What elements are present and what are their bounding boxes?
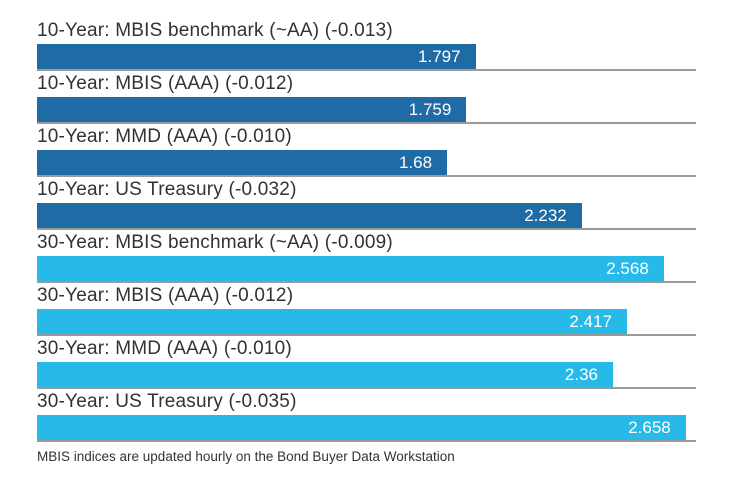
bar-track: 1.797 — [37, 44, 696, 69]
bar-track: 2.568 — [37, 256, 696, 281]
bar-value-label: 2.36 — [564, 365, 598, 384]
bar-track: 2.232 — [37, 203, 696, 228]
bar-value-label: 1.759 — [408, 100, 452, 119]
chart-row: 30-Year: MMD (AAA) (-0.010) 2.36 — [37, 336, 696, 389]
bar-value-label: 1.797 — [418, 47, 461, 66]
chart-row: 10-Year: MMD (AAA) (-0.010) 1.68 — [37, 124, 696, 177]
bar: 1.68 — [37, 150, 448, 175]
bar-chart: 10-Year: MBIS benchmark (~AA) (-0.013) 1… — [37, 18, 696, 442]
chart-row: 30-Year: MBIS (AAA) (-0.012) 2.417 — [37, 283, 696, 336]
bar-value-label: 2.568 — [606, 259, 649, 278]
bar-label: 10-Year: MBIS benchmark (~AA) (-0.013) — [37, 20, 393, 41]
bar-label: 30-Year: MMD (AAA) (-0.010) — [37, 338, 292, 359]
chart-row: 30-Year: US Treasury (-0.035) 2.658 — [37, 389, 696, 442]
bar: 2.232 — [37, 203, 582, 228]
bar-track: 2.658 — [37, 415, 696, 440]
bar: 2.36 — [37, 362, 613, 387]
bar-value-label: 2.417 — [569, 312, 612, 331]
chart-row: 10-Year: MBIS benchmark (~AA) (-0.013) 1… — [37, 18, 696, 71]
bar-label: 10-Year: MMD (AAA) (-0.010) — [37, 126, 292, 147]
chart-row: 10-Year: US Treasury (-0.032) 2.232 — [37, 177, 696, 230]
bar-value-label: 1.68 — [398, 153, 433, 172]
bar-label: 30-Year: US Treasury (-0.035) — [37, 391, 297, 412]
bar: 2.658 — [37, 415, 686, 440]
bar: 2.568 — [37, 256, 664, 281]
bar-label: 30-Year: MBIS (AAA) (-0.012) — [37, 285, 294, 306]
bar: 1.797 — [37, 44, 476, 69]
bar: 2.417 — [37, 309, 627, 334]
chart-row: 10-Year: MBIS (AAA) (-0.012) 1.759 — [37, 71, 696, 124]
bar-track: 2.36 — [37, 362, 696, 387]
bar-label: 10-Year: MBIS (AAA) (-0.012) — [37, 73, 294, 94]
bar-label: 30-Year: MBIS benchmark (~AA) (-0.009) — [37, 232, 393, 253]
bar-value-label: 2.658 — [628, 418, 671, 437]
bar: 1.759 — [37, 97, 467, 122]
bar-track: 1.759 — [37, 97, 696, 122]
bar-value-label: 2.232 — [524, 206, 567, 225]
bar-label: 10-Year: US Treasury (-0.032) — [37, 179, 297, 200]
chart-footnote: MBIS indices are updated hourly on the B… — [37, 449, 455, 464]
bar-track: 1.68 — [37, 150, 696, 175]
chart-row: 30-Year: MBIS benchmark (~AA) (-0.009) 2… — [37, 230, 696, 283]
bar-track: 2.417 — [37, 309, 696, 334]
